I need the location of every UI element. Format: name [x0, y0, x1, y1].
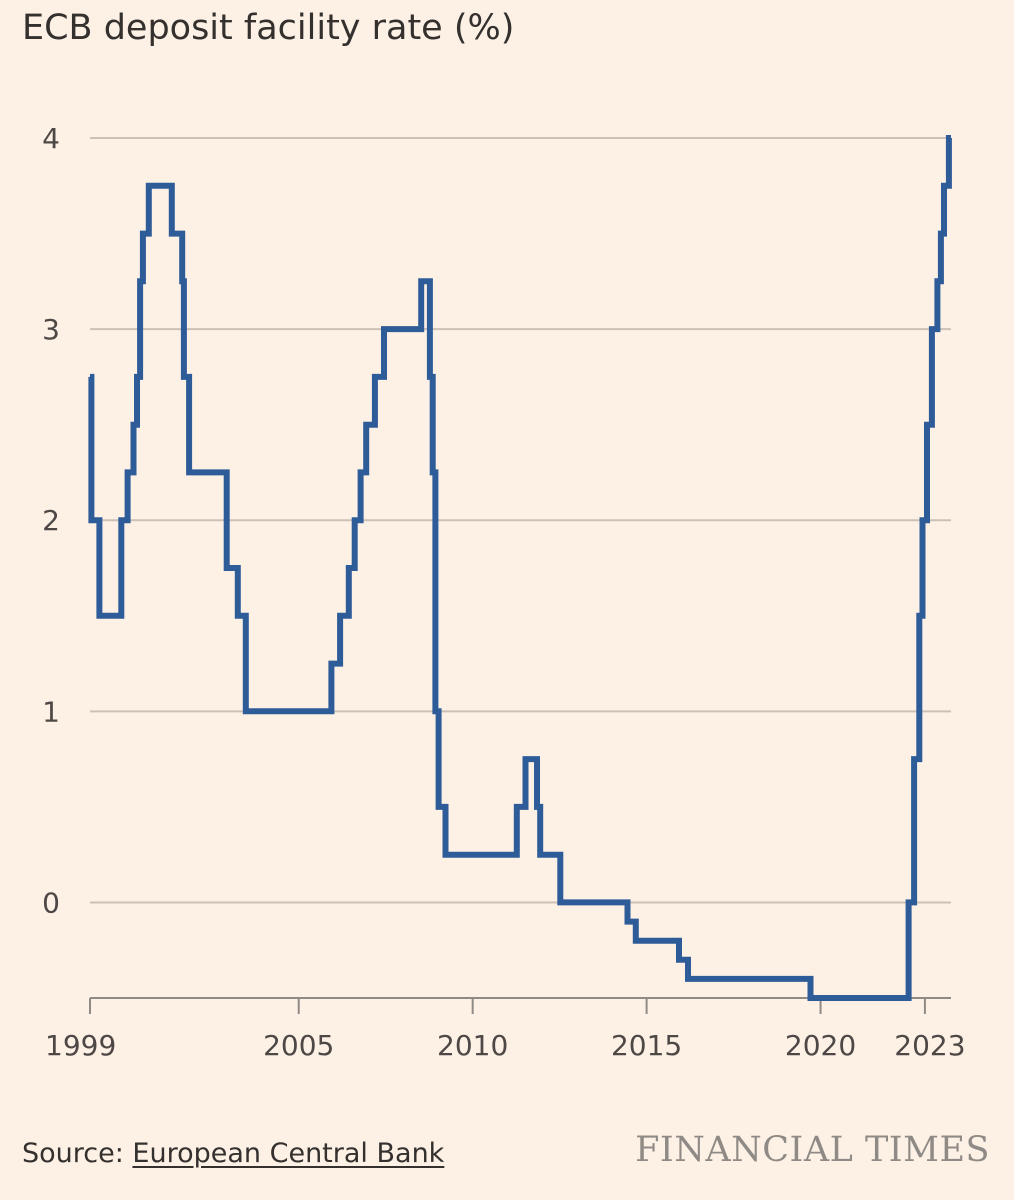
y-tick-label: 0 — [42, 886, 60, 919]
x-axis: 1999 2005 2010 2015 2020 2023 — [45, 997, 966, 1062]
chart-title: ECB deposit facility rate (%) — [22, 8, 515, 48]
series-layer — [88, 135, 952, 1001]
source-prefix: Source: — [22, 1138, 133, 1169]
source-note: Source: European Central Bank — [22, 1138, 444, 1169]
x-tick-label: 2023 — [894, 1029, 965, 1062]
x-tick-label: 2005 — [263, 1029, 334, 1062]
series-line-0 — [88, 135, 952, 1001]
ft-logo: FINANCIAL TIMES — [635, 1130, 990, 1170]
x-tick-label: 2010 — [437, 1029, 508, 1062]
gridlines — [90, 137, 951, 904]
y-tick-label: 3 — [42, 313, 60, 346]
x-tick-label: 2015 — [611, 1029, 682, 1062]
x-tick-label: 1999 — [45, 1029, 116, 1062]
source-link[interactable]: European Central Bank — [132, 1138, 445, 1169]
y-tick-label: 2 — [42, 504, 60, 537]
y-tick-label: 1 — [42, 695, 60, 728]
x-tick-label: 2020 — [785, 1029, 856, 1062]
y-axis-labels: 0 1 2 3 4 — [42, 122, 60, 919]
y-tick-label: 4 — [42, 122, 60, 155]
